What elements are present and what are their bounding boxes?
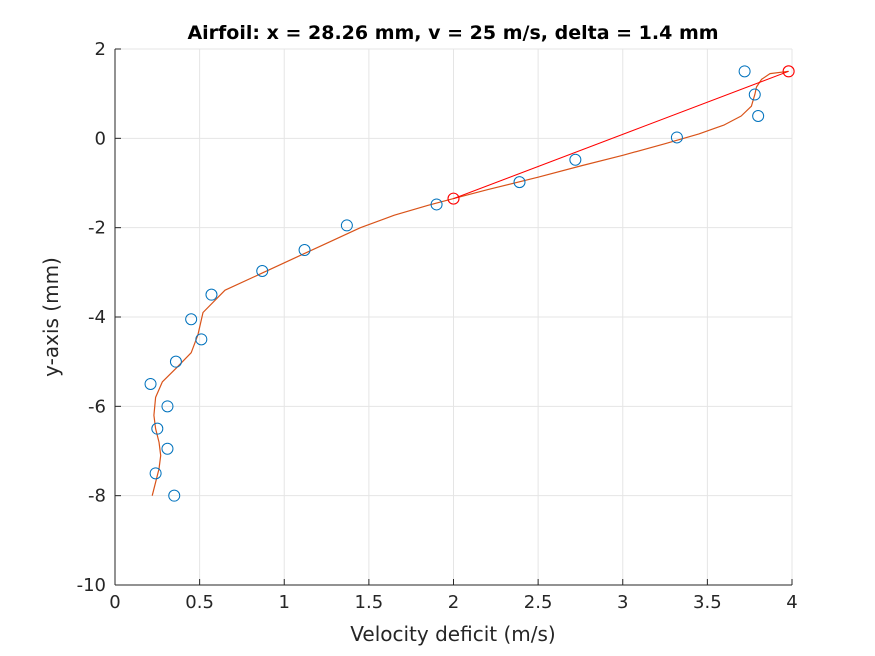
y-axis-label: y-axis (mm) [39,257,63,377]
y-tick-label: -4 [88,307,106,328]
x-tick-label: 4 [786,592,797,613]
x-tick-label: 3 [617,592,628,613]
highlight-point [782,65,795,78]
data-point [748,88,761,101]
x-axis-label: Velocity deficit (m/s) [350,622,555,646]
x-tick-label: 2 [448,592,459,613]
data-point [670,131,683,144]
tick-labels: 0 0.5 1 1.5 2 2.5 3 3.5 4 2 0 -2 -4 -6 -8 -10 [77,39,798,613]
data-point [298,244,311,256]
connecting-line [453,70,789,200]
highlight-point [447,192,460,205]
data-point [185,313,198,326]
x-tick-label: 1 [279,592,290,613]
y-tick-label: 0 [95,128,106,149]
data-point [161,442,174,455]
x-tick-label: 0.5 [185,592,214,613]
data-point [161,400,174,413]
data-point [205,288,218,301]
x-tick-label: 3.5 [693,592,722,613]
x-tick-label: 1.5 [355,592,384,613]
data-point [752,110,765,122]
axes [114,48,793,586]
data-point [195,333,208,346]
data-point [149,467,162,480]
x-tick-label: 2.5 [524,592,553,613]
data-point [569,153,582,166]
y-tick-label: -6 [88,396,106,417]
data-point [430,198,443,211]
fit-curve [151,70,789,496]
y-tick-label: 2 [95,39,106,60]
data-point [738,65,751,78]
data-point [168,489,181,502]
data-point [340,219,353,232]
data-point [513,176,526,189]
x-tick-label: 0 [109,592,120,613]
y-tick-label: -2 [88,218,106,239]
data-point [144,378,157,390]
data-point [256,264,269,277]
series-layer [144,65,795,502]
chart-title: Airfoil: x = 28.26 mm, v = 25 m/s, delta… [187,22,718,44]
y-tick-label: -8 [88,486,106,507]
data-point [169,355,182,368]
data-point [151,422,164,435]
y-tick-label: -10 [77,575,106,596]
